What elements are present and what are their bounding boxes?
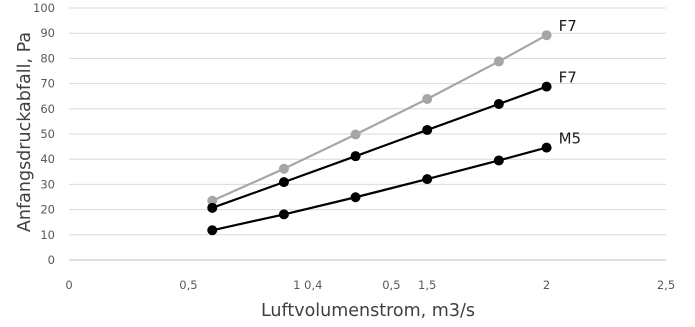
x-tick-label: 0 xyxy=(65,278,72,292)
y-tick-label: 60 xyxy=(40,102,55,116)
x-axis-title: Luftvolumenstrom, m3/s xyxy=(261,301,475,321)
data-point xyxy=(541,142,552,153)
data-point xyxy=(207,225,218,236)
data-point xyxy=(207,195,218,206)
data-point xyxy=(493,155,504,166)
data-point xyxy=(278,209,289,220)
y-tick-label: 100 xyxy=(33,1,55,15)
data-point xyxy=(350,151,361,162)
series-line xyxy=(211,34,548,202)
data-point xyxy=(278,177,289,188)
data-point xyxy=(278,163,289,174)
x-tick-label: 2,5 xyxy=(657,278,675,292)
series-line xyxy=(211,85,547,209)
y-tick-labels: 0 10 20 30 40 50 60 70 80 90 100 xyxy=(33,1,55,267)
x-tick-label: 2 xyxy=(543,278,550,292)
y-tick-label: 10 xyxy=(40,228,55,242)
x-tick-labels: 0 0,5 1 0,4 0,5 1,5 2 2,5 xyxy=(65,278,675,292)
series-line xyxy=(212,146,547,232)
y-tick-label: 20 xyxy=(40,203,55,217)
series-1: F7 xyxy=(207,69,577,213)
data-point xyxy=(422,93,433,104)
data-point xyxy=(350,129,361,140)
series-label: F7 xyxy=(559,17,577,35)
data-point xyxy=(422,174,433,185)
data-point xyxy=(422,124,433,135)
x-tick-label: 0,5 xyxy=(382,278,400,292)
y-tick-label: 0 xyxy=(48,253,55,267)
series-label: F7 xyxy=(559,69,577,87)
y-tick-label: 40 xyxy=(40,152,55,166)
x-tick-label: 1 0,4 xyxy=(293,278,322,292)
data-point xyxy=(493,99,504,110)
y-tick-label: 90 xyxy=(40,26,55,40)
data-point xyxy=(541,81,552,92)
y-tick-label: 30 xyxy=(40,177,55,191)
series-layer: F7 F7 M5 xyxy=(207,17,581,236)
data-point xyxy=(541,30,552,41)
y-axis-title: Anfangsdruckabfall, Pa xyxy=(15,32,35,232)
x-tick-label: 1,5 xyxy=(418,278,436,292)
series-0: F7 xyxy=(207,17,577,206)
x-tick-label: 0,5 xyxy=(179,278,197,292)
y-tick-label: 70 xyxy=(40,77,55,91)
y-tick-label: 50 xyxy=(40,127,55,141)
series-2: M5 xyxy=(207,130,581,236)
gridlines xyxy=(69,7,666,261)
data-point xyxy=(350,192,361,203)
y-tick-label: 80 xyxy=(40,51,55,65)
data-point xyxy=(207,202,218,213)
series-label: M5 xyxy=(559,130,582,148)
data-point xyxy=(493,56,504,67)
